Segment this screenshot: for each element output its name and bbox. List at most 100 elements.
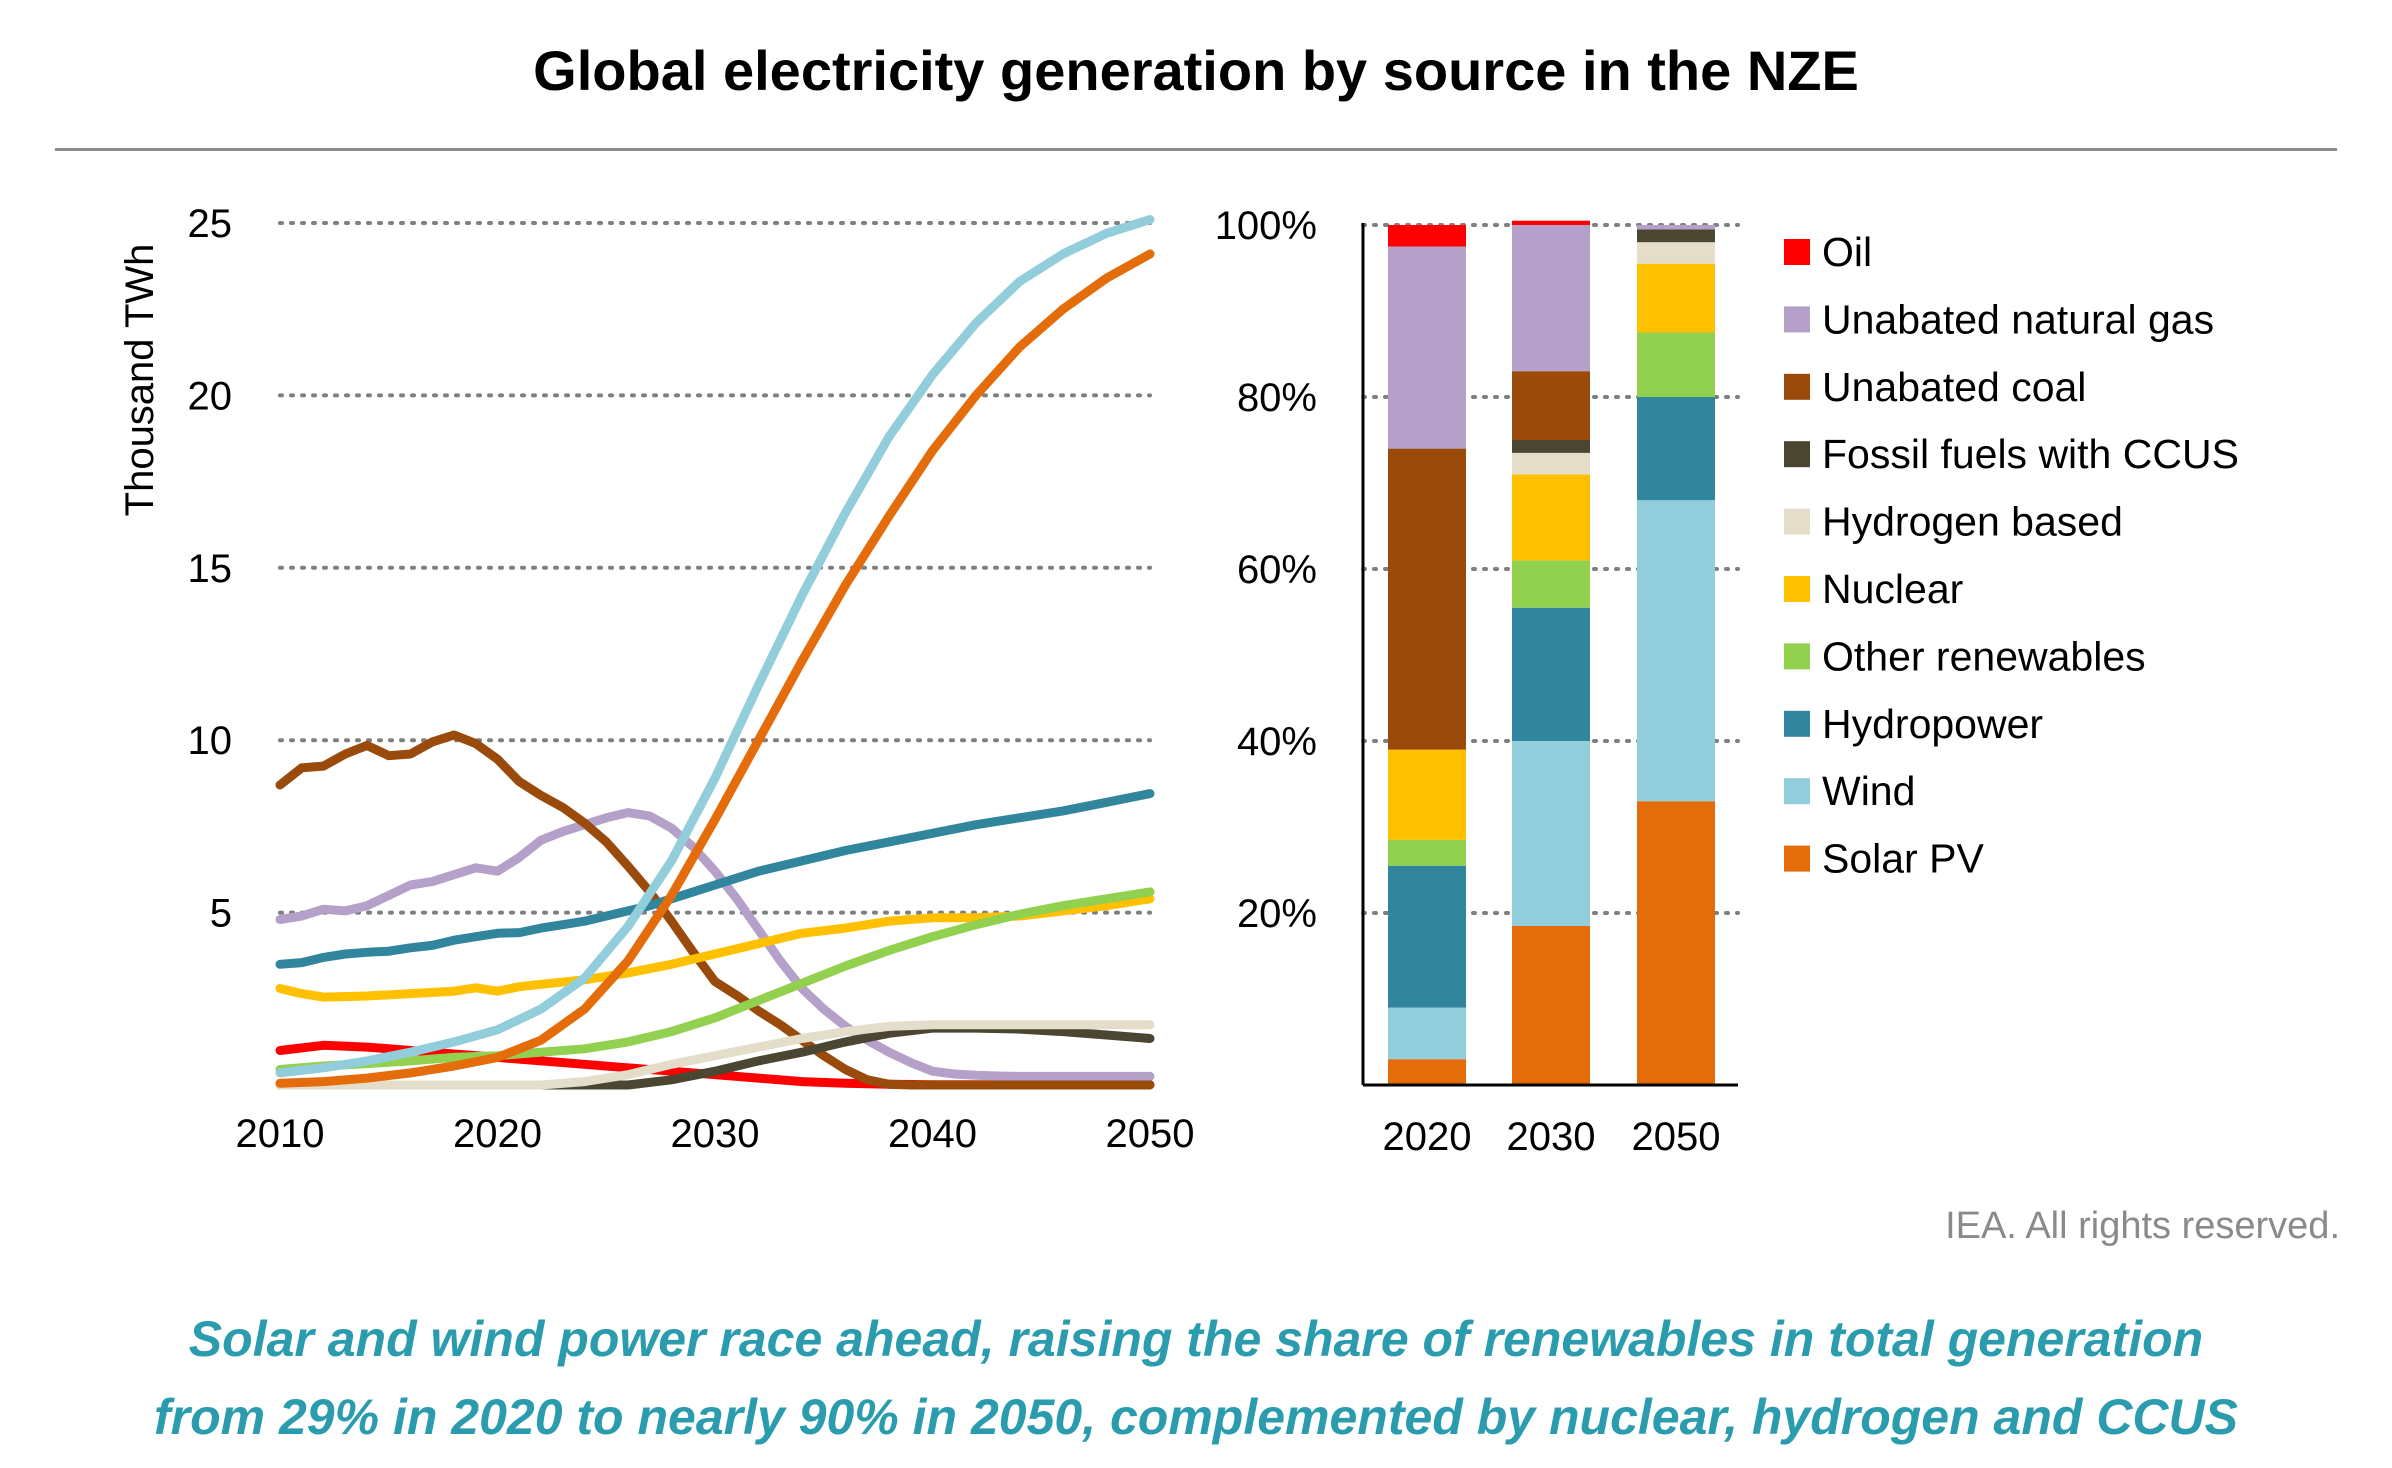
x-tick-label-2020: 2020 [453, 1112, 542, 1156]
line-series-unabated-coal [275, 730, 1155, 1090]
legend-label-oil: Oil [1822, 229, 1872, 275]
legend-swatch-hydrogen-based [1784, 508, 1810, 535]
bar-segment-2020-unabated-natural-gas [1388, 246, 1466, 449]
legend-swatch-nuclear [1784, 576, 1810, 602]
bar-segment-2050-hydropower [1637, 397, 1715, 501]
legend-item-nuclear: Nuclear [1784, 566, 1963, 612]
bar-x-tick-label-2020: 2020 [1383, 1115, 1472, 1159]
legend-item-wind: Wind [1784, 768, 1915, 814]
title-divider [55, 148, 2337, 151]
line-chart-series [275, 215, 1155, 1090]
y-tick-label-5: 5 [210, 892, 232, 936]
bar-segment-2020-oil [1388, 225, 1466, 247]
legend-item-hydrogen-based: Hydrogen based [1784, 499, 2123, 545]
legend-item-fossil-fuels-with-ccus: Fossil fuels with CCUS [1784, 431, 2239, 477]
legend-swatch-unabated-coal [1784, 373, 1810, 400]
bar-segment-2020-hydropower [1388, 865, 1466, 1008]
line-series-hydrogen-based [275, 1020, 1155, 1090]
line-series-unabated-natural-gas [275, 808, 1155, 1081]
legend-swatch-oil [1784, 239, 1810, 265]
legend-swatch-hydropower [1784, 710, 1810, 737]
x-tick-label-2030: 2030 [671, 1112, 760, 1156]
bar-segment-2030-hydrogen-based [1512, 452, 1590, 475]
bar-y-tick-label-60: 60% [1237, 548, 1317, 592]
y-tick-label-25: 25 [188, 202, 233, 246]
x-tick-label-2040: 2040 [888, 1112, 977, 1156]
bar-stack-2050 [1637, 225, 1715, 1085]
bar-segment-2030-fossil-fuels-with-ccus [1512, 440, 1590, 453]
bar-y-tick-label-100: 100% [1215, 204, 1317, 248]
x-tick-label-2050: 2050 [1106, 1112, 1195, 1156]
bar-chart-stacks [1388, 220, 1715, 1085]
line-series-solar-pv [275, 249, 1155, 1088]
line-series-nuclear [275, 894, 1155, 1002]
line-series-wind [275, 215, 1155, 1078]
line-chart-grid [278, 221, 1152, 915]
line-series-hydropower [275, 789, 1155, 969]
legend-label-nuclear: Nuclear [1822, 566, 1963, 612]
chart-legend: Oil Unabated natural gas Unabated coal Foss… [1784, 229, 2239, 882]
legend-label-hydropower: Hydropower [1822, 701, 2043, 747]
bar-segment-2030-nuclear [1512, 474, 1590, 561]
chart-caption: Solar and wind power race ahead, raising… [0, 1300, 2392, 1456]
legend-label-solar-pv: Solar PV [1822, 836, 1984, 882]
line-chart-axes: 5 10 15 20 25 2010 2020 2030 2040 2050 Thousand TW… [118, 202, 1194, 1156]
bar-segment-2050-unabated-natural-gas [1637, 225, 1715, 230]
legend-label-wind: Wind [1822, 768, 1915, 814]
bar-segment-2020-unabated-coal [1388, 448, 1466, 750]
line-series-oil [275, 1040, 1155, 1090]
y-tick-label-10: 10 [188, 719, 233, 763]
legend-item-solar-pv: Solar PV [1784, 836, 1984, 882]
chart-canvas: 5 10 15 20 25 2010 2020 2030 2040 2050 Thousand TW… [118, 202, 2239, 1159]
legend-label-unabated-natural-gas: Unabated natural gas [1822, 296, 2214, 342]
line-series-other-renewables [275, 887, 1155, 1074]
legend-label-fossil-fuels-with-ccus: Fossil fuels with CCUS [1822, 431, 2239, 477]
legend-label-hydrogen-based: Hydrogen based [1822, 499, 2123, 545]
bar-segment-2050-other-renewables [1637, 332, 1715, 397]
bar-chart-axes: 20% 40% 60% 80% 100% 2020 2030 2050 [1215, 204, 1738, 1159]
bar-segment-2050-wind [1637, 500, 1715, 802]
bar-segment-2050-fossil-fuels-with-ccus [1637, 229, 1715, 243]
bar-x-tick-label-2030: 2030 [1507, 1115, 1596, 1159]
caption-line-2: from 29% in 2020 to nearly 90% in 2050, … [153, 1389, 2238, 1445]
legend-swatch-solar-pv [1784, 845, 1810, 872]
bar-segment-2030-other-renewables [1512, 560, 1590, 608]
chart-title: Global electricity generation by source … [533, 39, 1859, 102]
legend-swatch-fossil-fuels-with-ccus [1784, 441, 1810, 468]
legend-swatch-unabated-natural-gas [1784, 306, 1810, 333]
bar-segment-2030-unabated-coal [1512, 371, 1590, 440]
line-series-fossil-fuels-with-ccus [275, 1023, 1155, 1090]
bar-stack-2030 [1512, 220, 1590, 1085]
legend-label-unabated-coal: Unabated coal [1822, 364, 2086, 410]
bar-segment-2020-wind [1388, 1007, 1466, 1060]
bar-segment-2030-wind [1512, 741, 1590, 926]
bar-x-tick-label-2050: 2050 [1632, 1115, 1721, 1159]
bar-segment-2030-hydropower [1512, 607, 1590, 741]
copyright-credit: IEA. All rights reserved. [1945, 1205, 2340, 1247]
legend-swatch-wind [1784, 778, 1810, 805]
bar-stack-2020 [1388, 225, 1466, 1085]
legend-item-oil: Oil [1784, 229, 1872, 275]
bar-y-tick-label-40: 40% [1237, 720, 1317, 764]
legend-item-unabated-coal: Unabated coal [1784, 364, 2086, 410]
legend-item-hydropower: Hydropower [1784, 701, 2043, 747]
caption-line-1: Solar and wind power race ahead, raising… [188, 1311, 2204, 1367]
bar-segment-2030-unabated-natural-gas [1512, 225, 1590, 372]
legend-swatch-other-renewables [1784, 643, 1810, 670]
bar-segment-2020-nuclear [1388, 749, 1466, 840]
bar-y-tick-label-80: 80% [1237, 376, 1317, 420]
bar-segment-2030-oil [1512, 220, 1590, 225]
x-tick-label-2010: 2010 [236, 1112, 325, 1156]
y-tick-label-15: 15 [188, 547, 233, 591]
bar-segment-2050-solar-pv [1637, 801, 1715, 1085]
bar-segment-2020-other-renewables [1388, 839, 1466, 866]
bar-segment-2020-solar-pv [1388, 1059, 1466, 1085]
legend-label-other-renewables: Other renewables [1822, 633, 2146, 679]
bar-segment-2030-solar-pv [1512, 925, 1590, 1085]
bar-segment-2050-hydrogen-based [1637, 242, 1715, 264]
bar-y-tick-label-20: 20% [1237, 892, 1317, 936]
y-tick-label-20: 20 [188, 374, 233, 418]
legend-item-unabated-natural-gas: Unabated natural gas [1784, 296, 2214, 342]
legend-item-other-renewables: Other renewables [1784, 633, 2146, 679]
y-axis-title: Thousand TWh [118, 244, 162, 517]
